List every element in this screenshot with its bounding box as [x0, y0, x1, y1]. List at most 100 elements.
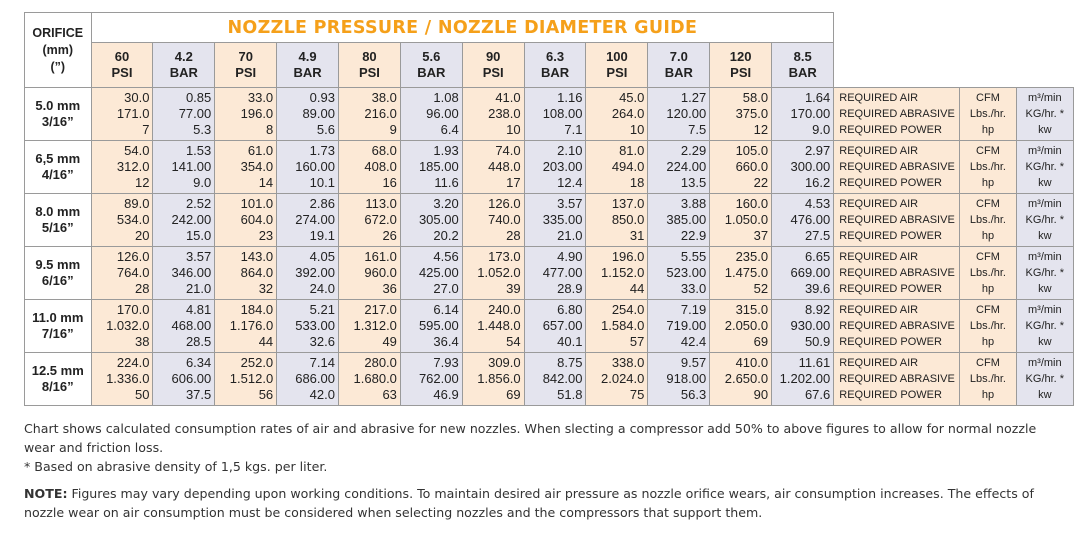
data-value: 19.1: [309, 228, 335, 243]
data-value: 468.00: [171, 318, 212, 333]
data-value: 224.0: [116, 355, 150, 370]
data-value: 20.2: [433, 228, 459, 243]
data-cell: 1.16 108.00 7.1: [523, 87, 587, 141]
blank-corner: [833, 12, 1074, 43]
data-value: 235.0: [735, 249, 769, 264]
data-value: 27.5: [804, 228, 831, 243]
data-value: 669.00: [790, 265, 831, 280]
data-value: 173.0: [488, 249, 521, 264]
data-value: 54: [506, 334, 521, 349]
data-value: 69: [506, 387, 521, 402]
data-value: 96.00: [426, 106, 459, 121]
pressure-value: 4.2: [174, 49, 193, 64]
pressure-value: 4.9: [298, 49, 317, 64]
data-value: 42.4: [680, 334, 707, 349]
data-value: 1.052.0: [477, 265, 521, 280]
data-value: 10.1: [309, 175, 335, 190]
data-cell: 68.0 408.0 16: [337, 140, 401, 194]
data-value: 657.00: [542, 318, 583, 333]
data-value: 240.0: [488, 302, 521, 317]
data-value: 3.20: [433, 196, 459, 211]
data-value: 38.0: [371, 90, 397, 105]
metric-unit: m³/min: [1028, 304, 1062, 316]
data-value: 37.5: [185, 387, 212, 402]
imperial-unit: CFM: [976, 357, 1000, 369]
data-value: 32.6: [309, 334, 335, 349]
data-value: 38: [134, 334, 150, 349]
data-value: 126.0: [488, 196, 521, 211]
data-value: 56.3: [680, 387, 707, 402]
data-value: 1.93: [433, 143, 459, 158]
data-value: 2.024.0: [601, 371, 645, 386]
data-value: 160.0: [735, 196, 769, 211]
data-value: 604.0: [240, 212, 274, 227]
data-value: 6.4: [440, 122, 459, 137]
data-value: 31: [629, 228, 645, 243]
data-cell: 184.0 1.176.0 44: [214, 299, 278, 353]
metric-unit: kw: [1038, 389, 1052, 401]
data-value: 9: [389, 122, 397, 137]
data-value: 171.0: [116, 106, 150, 121]
imperial-unit: CFM: [976, 304, 1000, 316]
data-value: 36: [382, 281, 397, 296]
metric-unit: m³/min: [1028, 357, 1062, 369]
pressure-unit: BAR: [169, 65, 198, 80]
metric-unit: KG/hr. *: [1025, 373, 1065, 385]
imperial-unit: hp: [981, 389, 995, 401]
data-cell: 3.57 346.00 21.0: [152, 246, 216, 300]
data-value: 375.0: [735, 106, 769, 121]
requirement-labels: REQUIRED AIR REQUIRED ABRASIVE REQUIRED PO…: [833, 246, 961, 300]
table-row: 8.0 mm 5/16” 89.0 534.0 20 2.52 242.00 15.0 101.…: [24, 193, 1074, 247]
data-value: 764.0: [116, 265, 150, 280]
data-value: 12: [134, 175, 150, 190]
data-value: 2.97: [804, 143, 831, 158]
data-value: 203.00: [542, 159, 583, 174]
data-value: 425.00: [418, 265, 459, 280]
table-title: NOZZLE PRESSURE / NOZZLE DIAMETER GUIDE: [90, 12, 835, 43]
data-value: 1.050.0: [724, 212, 769, 227]
data-cell: 6.80 657.00 40.1: [523, 299, 587, 353]
data-value: 10: [506, 122, 521, 137]
data-value: 1.27: [680, 90, 707, 105]
data-value: 2.10: [557, 143, 583, 158]
orifice-header-line: ORIFICE: [32, 25, 84, 40]
orifice-inch: 7/16”: [41, 326, 74, 341]
data-cell: 1.27 120.00 7.5: [647, 87, 711, 141]
metric-unit: KG/hr. *: [1025, 108, 1065, 120]
pressure-unit: BAR: [540, 65, 570, 80]
imperial-units: CFM Lbs./hr. hp: [959, 87, 1017, 141]
pressure-value: 70: [238, 49, 253, 64]
consumption-note: Chart shows calculated consumption rates…: [24, 421, 1037, 455]
data-cell: 74.0 448.0 17: [461, 140, 525, 194]
data-value: 4.56: [433, 249, 459, 264]
data-value: 28: [134, 281, 150, 296]
data-cell: 137.0 850.0 31: [585, 193, 649, 247]
data-value: 354.0: [240, 159, 274, 174]
data-value: 44: [629, 281, 645, 296]
data-cell: 58.0 375.0 12: [709, 87, 773, 141]
requirement-labels: REQUIRED AIR REQUIRED ABRASIVE REQUIRED PO…: [833, 140, 961, 194]
data-value: 24.0: [309, 281, 335, 296]
data-cell: 252.0 1.512.0 56: [214, 352, 278, 406]
data-cell: 8.92 930.00 50.9: [771, 299, 835, 353]
data-cell: 38.0 216.0 9: [337, 87, 401, 141]
data-value: 595.00: [418, 318, 459, 333]
data-cell: 61.0 354.0 14: [214, 140, 278, 194]
data-value: 27.0: [433, 281, 459, 296]
data-cell: 126.0 764.0 28: [90, 246, 154, 300]
pressure-unit: BAR: [293, 65, 322, 80]
data-value: 274.00: [295, 212, 335, 227]
data-value: 184.0: [240, 302, 274, 317]
data-value: 264.0: [611, 106, 645, 121]
data-value: 338.0: [611, 355, 645, 370]
data-cell: 7.19 719.00 42.4: [647, 299, 711, 353]
data-cell: 41.0 238.0 10: [461, 87, 525, 141]
data-value: 15.0: [185, 228, 212, 243]
pressure-unit: PSI: [358, 65, 380, 80]
data-value: 1.336.0: [106, 371, 150, 386]
data-value: 346.00: [171, 265, 212, 280]
data-value: 41.0: [495, 90, 521, 105]
imperial-units: CFM Lbs./hr. hp: [959, 352, 1017, 406]
data-value: 7.93: [433, 355, 459, 370]
data-cell: 196.0 1.152.0 44: [585, 246, 649, 300]
